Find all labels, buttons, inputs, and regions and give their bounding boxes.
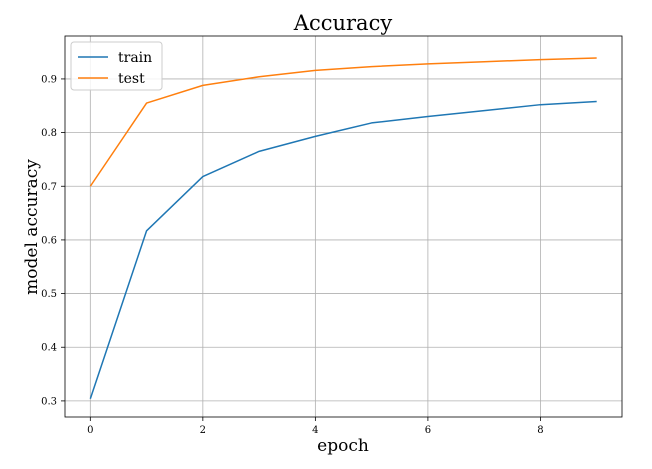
y-axis-ticks: 0.3 0.4 0.5 0.6 0.7 0.8 0.9 xyxy=(41,74,65,407)
x-axis-label: epoch xyxy=(317,436,369,456)
y-tick-label: 0.4 xyxy=(41,343,57,354)
legend: train test xyxy=(70,41,163,91)
x-tick-label: 8 xyxy=(537,425,543,436)
series-line-train xyxy=(89,100,597,399)
x-tick-label: 0 xyxy=(87,425,93,436)
chart-title: Accuracy xyxy=(293,11,393,35)
x-axis-ticks: 0 2 4 6 8 xyxy=(87,417,544,436)
y-tick-label: 0.8 xyxy=(41,128,57,139)
series-line-test xyxy=(89,57,597,187)
x-tick-label: 2 xyxy=(200,425,206,436)
legend-label-train: train xyxy=(118,50,152,66)
legend-label-test: test xyxy=(118,71,145,87)
series-lines xyxy=(89,57,597,399)
y-tick-label: 0.7 xyxy=(41,182,57,193)
grid xyxy=(65,36,622,417)
y-tick-label: 0.5 xyxy=(41,289,57,300)
plot-area-frame xyxy=(64,35,623,418)
y-tick-label: 0.6 xyxy=(41,235,57,246)
y-axis-label: model accuracy xyxy=(22,159,42,295)
y-tick-label: 0.3 xyxy=(41,396,57,407)
x-tick-label: 4 xyxy=(312,425,318,436)
x-tick-label: 6 xyxy=(425,425,431,436)
y-tick-label: 0.9 xyxy=(41,74,57,85)
